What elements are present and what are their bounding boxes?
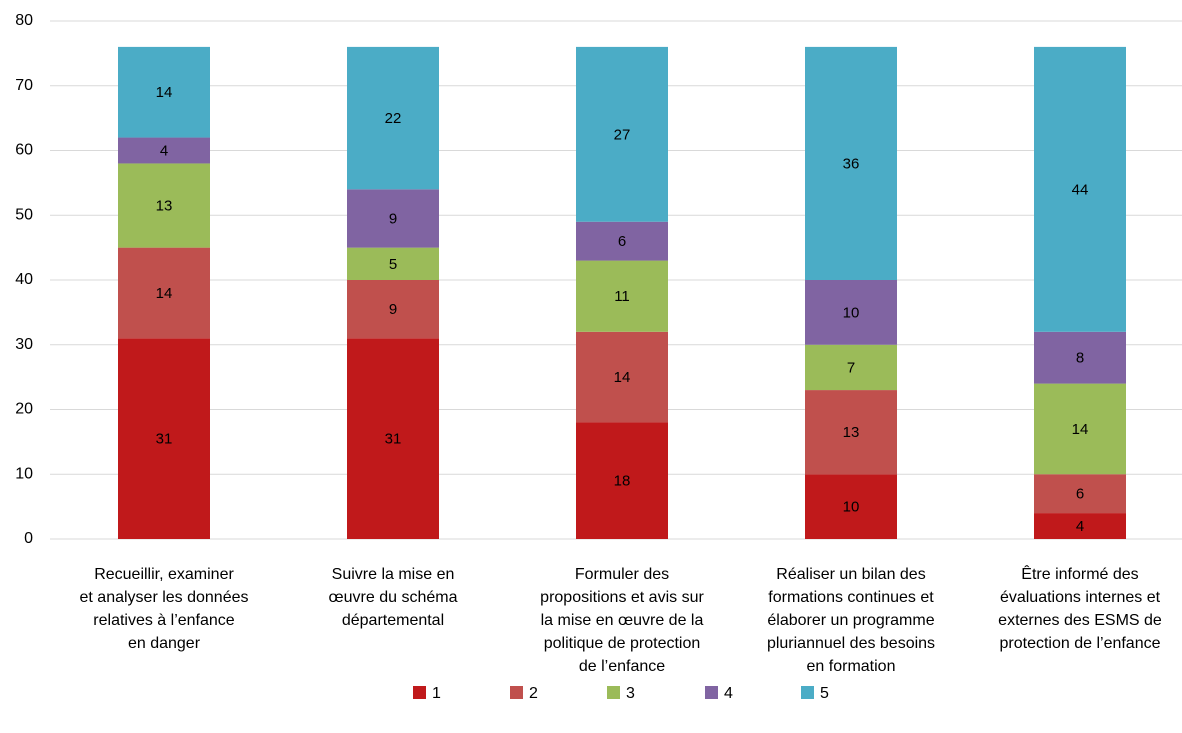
x-tick-label: protection de l’enfance	[1000, 635, 1161, 652]
y-tick-label: 50	[15, 206, 33, 223]
x-tick-label: Être informé des	[1021, 564, 1138, 583]
data-label: 22	[385, 110, 402, 127]
legend-swatch	[607, 686, 620, 699]
data-label: 9	[389, 301, 397, 318]
x-tick-label: de l’enfance	[579, 658, 665, 675]
y-tick-label: 70	[15, 77, 33, 94]
bar-segment	[805, 474, 897, 539]
x-tick-label: Suivre la mise en	[332, 566, 455, 583]
y-tick-label: 0	[24, 530, 33, 547]
data-label: 31	[385, 431, 402, 448]
x-tick-label: politique de protection	[544, 635, 701, 652]
data-label: 6	[618, 233, 626, 250]
bar-segment	[1034, 513, 1126, 539]
data-label: 18	[614, 473, 631, 490]
bar-segment	[118, 137, 210, 164]
bar-segment	[805, 390, 897, 475]
x-tick-label: en formation	[807, 658, 896, 675]
x-tick-label: Formuler des	[575, 566, 669, 583]
legend-swatch	[705, 686, 718, 699]
bar-segment	[347, 189, 439, 248]
data-label: 13	[156, 198, 173, 215]
x-tick-label: relatives à l’enfance	[93, 612, 235, 629]
data-label: 5	[389, 256, 397, 273]
legend-label: 1	[432, 685, 441, 702]
y-tick-label: 30	[15, 336, 33, 353]
x-tick-label: Recueillir, examiner	[94, 566, 234, 583]
bar-segment	[576, 46, 668, 222]
bar-segment	[576, 221, 668, 261]
bar-segment	[1034, 383, 1126, 475]
bar-segment	[576, 331, 668, 423]
data-label: 7	[847, 359, 855, 376]
data-label: 10	[843, 499, 860, 516]
bar-segment	[805, 46, 897, 281]
data-label: 10	[843, 304, 860, 321]
legend-swatch	[413, 686, 426, 699]
data-label: 44	[1072, 181, 1089, 198]
y-tick-label: 20	[15, 401, 33, 418]
bar-segment	[1034, 331, 1126, 384]
x-tick-label: pluriannuel des besoins	[767, 635, 935, 652]
bar-segment	[347, 280, 439, 339]
legend-label: 3	[626, 685, 635, 702]
x-tick-label: et analyser les données	[80, 589, 249, 606]
x-tick-label: externes des ESMS de	[998, 612, 1162, 629]
legend-label: 4	[724, 685, 733, 702]
bar-segment	[576, 422, 668, 539]
x-tick-label: en danger	[128, 635, 201, 652]
x-tick-label: œuvre du schéma	[329, 589, 458, 606]
x-tick-label: élaborer un programme	[767, 612, 934, 629]
data-label: 14	[156, 84, 173, 101]
data-label: 8	[1076, 350, 1084, 367]
x-tick-label: évaluations internes et	[1000, 589, 1161, 606]
bar-segment	[118, 338, 210, 539]
y-tick-label: 40	[15, 271, 33, 288]
y-tick-label: 10	[15, 465, 33, 482]
data-label: 27	[614, 126, 631, 143]
bar-segment	[1034, 46, 1126, 332]
bar-segment	[118, 163, 210, 248]
bar-segment	[576, 260, 668, 332]
x-tick-label: départemental	[342, 612, 444, 629]
bar-segment	[118, 46, 210, 138]
y-tick-label: 80	[15, 12, 33, 29]
data-label: 14	[156, 285, 173, 302]
bar-segment	[1034, 474, 1126, 514]
x-tick-label: la mise en œuvre de la	[541, 612, 704, 629]
bar-segment	[805, 344, 897, 391]
x-tick-label: propositions et avis sur	[540, 589, 704, 606]
bar-segment	[347, 247, 439, 280]
x-tick-label: Réaliser un bilan des	[776, 566, 925, 583]
bar-segment	[347, 46, 439, 190]
x-tick-label: formations continues et	[768, 589, 934, 606]
legend-label: 2	[529, 685, 538, 702]
bar-segment	[118, 247, 210, 339]
legend-swatch	[801, 686, 814, 699]
legend-label: 5	[820, 685, 829, 702]
data-label: 4	[160, 142, 168, 159]
data-label: 11	[614, 288, 630, 305]
y-tick-label: 60	[15, 142, 33, 159]
data-label: 13	[843, 424, 860, 441]
data-label: 31	[156, 431, 173, 448]
data-label: 36	[843, 155, 860, 172]
data-label: 14	[1072, 421, 1089, 438]
data-label: 9	[389, 210, 397, 227]
legend-swatch	[510, 686, 523, 699]
data-label: 4	[1076, 518, 1084, 535]
bar-segment	[347, 338, 439, 539]
data-label: 14	[614, 369, 631, 386]
data-label: 6	[1076, 486, 1084, 503]
bar-segment	[805, 280, 897, 345]
